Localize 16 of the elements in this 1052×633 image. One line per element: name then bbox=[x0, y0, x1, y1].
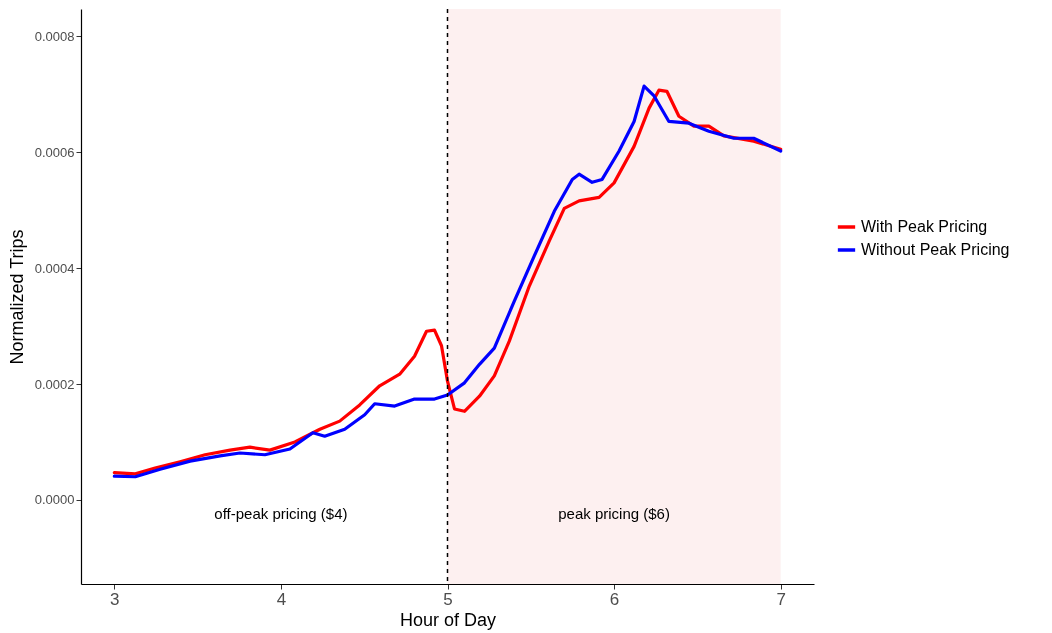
x-tick-label: 7 bbox=[776, 589, 786, 609]
y-tick-label: 0.0000 bbox=[34, 492, 75, 508]
annotation: peak pricing ($6) bbox=[558, 505, 670, 522]
x-tick-label: 4 bbox=[276, 589, 287, 609]
y-tick-label: 0.0006 bbox=[34, 144, 75, 160]
y-tick-label: 0.0004 bbox=[34, 260, 75, 276]
x-tick-label: 6 bbox=[609, 589, 620, 609]
x-tick-label: 3 bbox=[110, 589, 120, 609]
y-axis-title: Normalized Trips bbox=[6, 229, 27, 365]
y-tick-label: 0.0008 bbox=[34, 28, 75, 44]
annotation: off-peak pricing ($4) bbox=[214, 505, 348, 522]
legend-label: Without Peak Pricing bbox=[861, 241, 1010, 258]
legend-label: With Peak Pricing bbox=[861, 218, 988, 235]
y-tick-label: 0.0002 bbox=[34, 376, 75, 392]
x-tick-label: 5 bbox=[443, 589, 453, 609]
x-axis-title: Hour of Day bbox=[399, 609, 497, 630]
